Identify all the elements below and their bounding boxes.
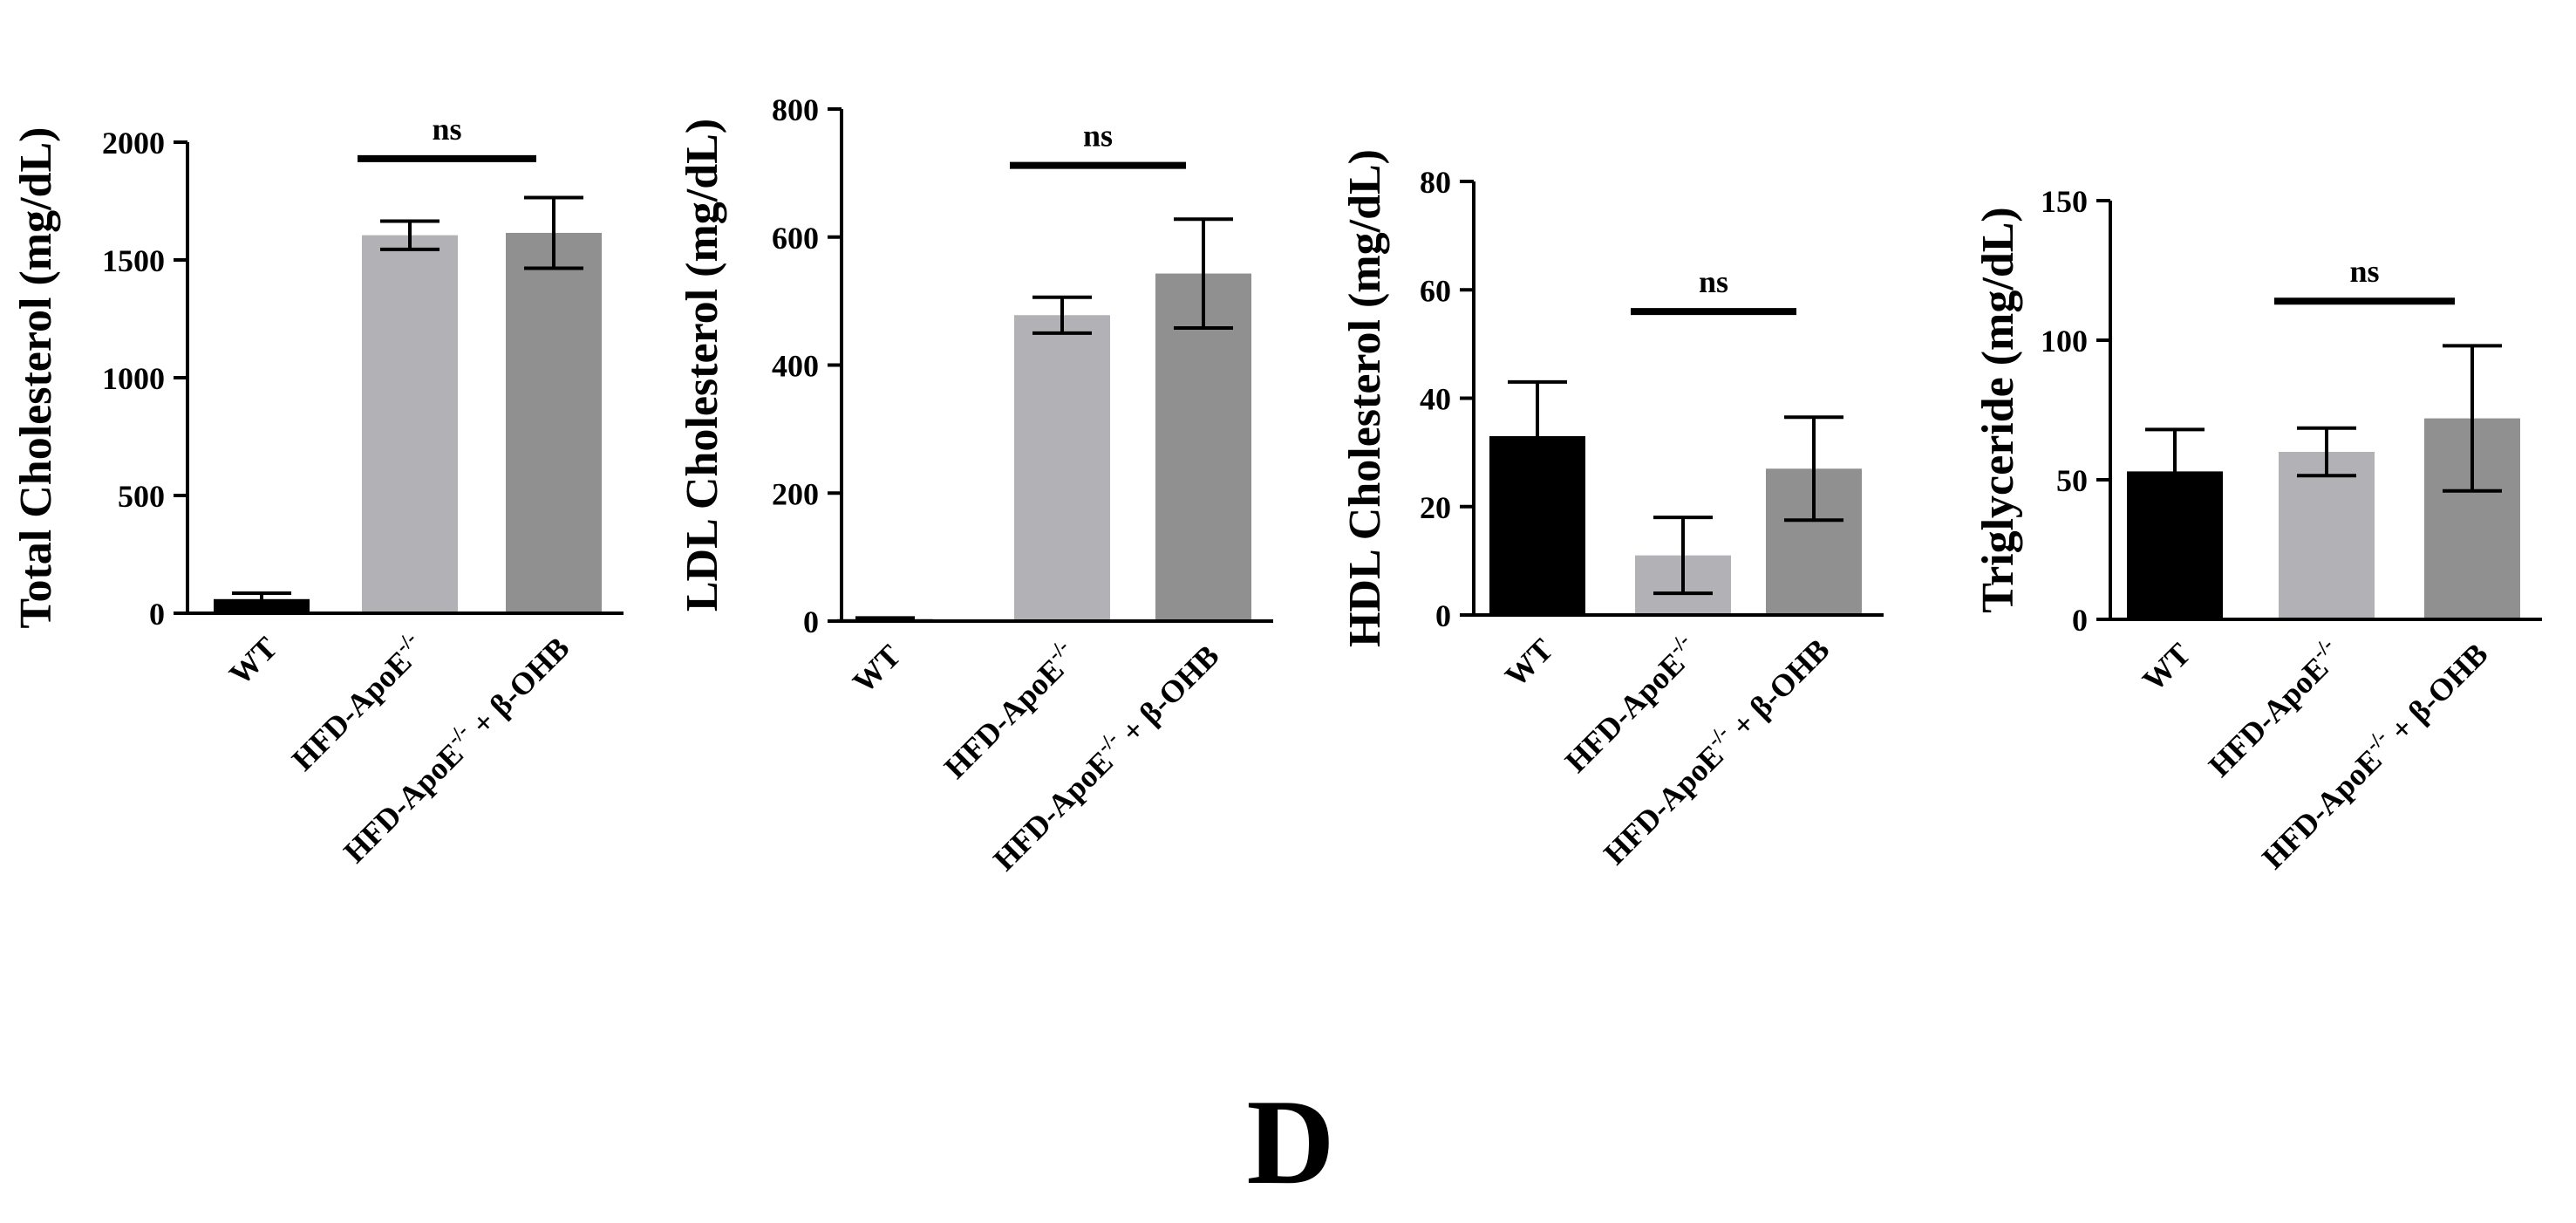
error-bar-2 xyxy=(1653,516,1713,596)
y-tick-label: 80 xyxy=(1420,165,1451,200)
x-tick-label: HFD-ApoE-/- + β-OHB xyxy=(334,628,576,870)
y-tick-label: 100 xyxy=(2041,324,2088,359)
y-axis-title: Total Cholesterol (mg/dL) xyxy=(11,127,61,629)
y-tick-label: 400 xyxy=(772,349,819,384)
x-tick-label: HFD-ApoE-/- xyxy=(935,636,1085,786)
x-tick-label: HFD-ApoE-/- + β-OHB xyxy=(1594,630,1836,871)
error-bar-2 xyxy=(2297,426,2356,478)
error-bar-2 xyxy=(380,219,440,251)
x-tick-label: HFD-ApoE-/- + β-OHB xyxy=(2252,634,2494,876)
error-bar-1 xyxy=(2145,427,2205,516)
error-bar-3 xyxy=(524,195,583,270)
bar-3 xyxy=(1155,273,1251,621)
x-tick-label: HFD-ApoE-/- xyxy=(283,628,433,778)
x-tick-label: HFD-ApoE-/- xyxy=(1556,630,1706,780)
y-tick-label: 2000 xyxy=(102,126,165,161)
x-tick-label: HFD-ApoE-/- + β-OHB xyxy=(984,636,1225,878)
y-tick-label: 50 xyxy=(2056,463,2088,498)
x-tick-label: WT xyxy=(846,638,908,700)
y-tick-label: 200 xyxy=(772,476,819,511)
x-tick-label: WT xyxy=(1498,632,1560,693)
y-axis-title: HDL Cholesterol (mg/dL) xyxy=(1340,149,1390,647)
x-tick-label: WT xyxy=(2136,636,2198,698)
y-tick-label: 800 xyxy=(772,92,819,127)
bar-2 xyxy=(2279,452,2375,619)
y-axis-title: Triglyceride (mg/dL) xyxy=(1973,207,2023,613)
bar-2 xyxy=(1014,315,1110,621)
y-tick-label: 1000 xyxy=(102,361,165,396)
chart-panel-1: 0 500 1000 1500 2000 Total Cholesterol (mg/dL… xyxy=(11,112,624,870)
error-bar-3 xyxy=(1174,217,1233,330)
panel-letter: D xyxy=(1246,1075,1335,1210)
y-tick-label: 600 xyxy=(772,221,819,256)
y-tick-label: 40 xyxy=(1420,382,1451,417)
y-tick-label: 20 xyxy=(1420,490,1451,525)
y-tick-label: 0 xyxy=(2072,603,2088,638)
error-bar-3 xyxy=(1784,415,1843,523)
y-tick-label: 0 xyxy=(803,605,819,639)
y-tick-label: 60 xyxy=(1420,273,1451,308)
y-axis-title: LDL Cholesterol (mg/dL) xyxy=(678,119,727,612)
x-tick-label: HFD-ApoE-/- xyxy=(2199,634,2349,784)
chart-panel-2: 0 200 400 600 800 LDL Cholesterol (mg/dL) WT HF… xyxy=(678,92,1273,878)
y-tick-label: 0 xyxy=(149,597,165,632)
bar-3 xyxy=(506,232,602,613)
significance-label: ns xyxy=(2349,254,2379,289)
y-tick-label: 0 xyxy=(1435,598,1451,633)
significance-label: ns xyxy=(432,112,461,147)
significance-label: ns xyxy=(1083,119,1113,154)
y-tick-label: 150 xyxy=(2041,184,2088,219)
y-tick-label: 1500 xyxy=(102,243,165,278)
error-bar-2 xyxy=(1032,295,1092,335)
x-tick-label: WT xyxy=(222,630,284,692)
y-tick-label: 500 xyxy=(118,479,165,514)
significance-label: ns xyxy=(1699,264,1728,299)
error-bar-1 xyxy=(232,591,291,607)
bar-2 xyxy=(362,235,458,613)
error-bar-3 xyxy=(2443,344,2502,493)
error-bar-1 xyxy=(1508,379,1567,493)
